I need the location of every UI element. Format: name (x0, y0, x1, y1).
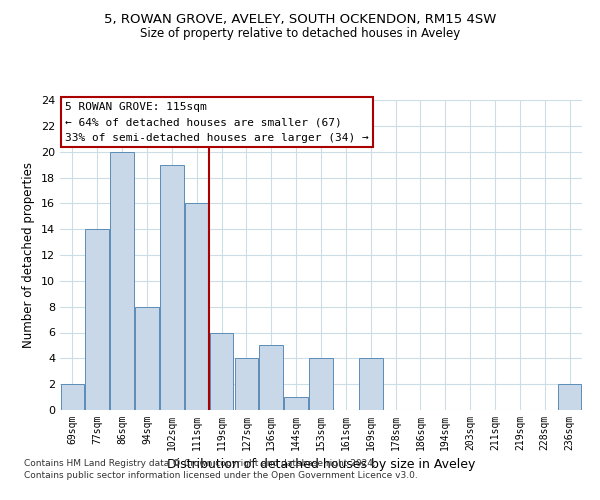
Bar (85, 229, 109, 410)
Bar (210, 332, 233, 410)
Bar (185, 204, 209, 410)
Text: 5, ROWAN GROVE, AVELEY, SOUTH OCKENDON, RM15 4SW: 5, ROWAN GROVE, AVELEY, SOUTH OCKENDON, … (104, 12, 496, 26)
Y-axis label: Number of detached properties: Number of detached properties (22, 162, 35, 348)
Bar (558, 384, 581, 410)
Bar (61, 384, 84, 410)
Text: Contains HM Land Registry data © Crown copyright and database right 2024.
Contai: Contains HM Land Registry data © Crown c… (24, 458, 418, 480)
Bar (235, 358, 258, 410)
Bar (259, 346, 283, 410)
Bar (359, 358, 383, 410)
Bar (135, 306, 159, 410)
Bar (309, 358, 333, 410)
Bar (284, 397, 308, 410)
Bar (110, 152, 134, 410)
X-axis label: Distribution of detached houses by size in Aveley: Distribution of detached houses by size … (167, 458, 475, 471)
Text: 5 ROWAN GROVE: 115sqm
← 64% of detached houses are smaller (67)
33% of semi-deta: 5 ROWAN GROVE: 115sqm ← 64% of detached … (65, 102, 369, 143)
Bar (160, 164, 184, 410)
Text: Size of property relative to detached houses in Aveley: Size of property relative to detached ho… (140, 28, 460, 40)
